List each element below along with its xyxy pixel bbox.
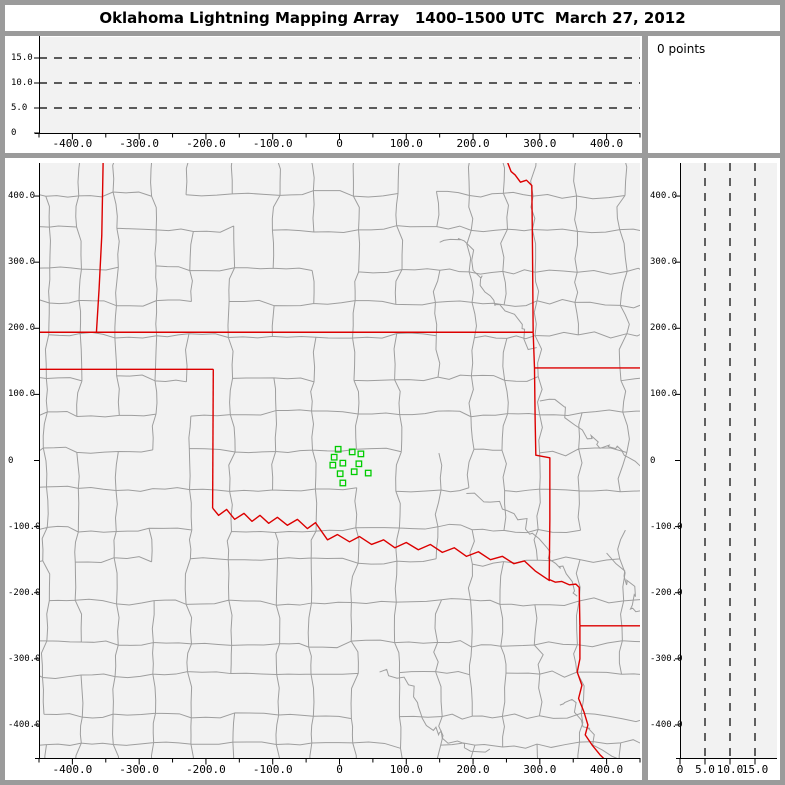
lma-station-marker	[334, 445, 342, 453]
tick-label: 0	[336, 763, 343, 776]
tick-label: 0	[336, 137, 343, 150]
tick-label: -100.0	[253, 137, 293, 150]
plot-background	[680, 163, 777, 758]
state-border-texas-louisiana	[576, 625, 605, 758]
tick-label: 300.0	[8, 257, 36, 268]
tick-label: -100.0	[253, 763, 293, 776]
lma-station-marker	[339, 459, 347, 467]
tick-label: -300.0	[650, 653, 683, 664]
altitude-north-south-panel: 0 5.0 10.0 15.0 400.0 300.0 200.0 100.0 0 -100.0…	[648, 158, 780, 780]
tick-label: -300.0	[119, 763, 159, 776]
tick-label: 100.0	[390, 137, 423, 150]
tick-label: 100.0	[8, 389, 36, 400]
tick-label: -300.0	[8, 653, 41, 664]
lma-station-marker	[336, 470, 344, 478]
tick-label: 10.0	[11, 78, 33, 88]
tick-label: 200.0	[456, 763, 489, 776]
state-border-kansas-missouri	[507, 163, 534, 333]
tick-label: 200.0	[456, 137, 489, 150]
lma-station-marker	[348, 448, 356, 456]
tick-label: -100.0	[8, 521, 41, 532]
tick-label: 100.0	[390, 763, 423, 776]
tick-label: 200.0	[8, 323, 36, 334]
tick-label: -200.0	[186, 763, 226, 776]
tick-label: 300.0	[523, 137, 556, 150]
altitude-north-south-plot[interactable]: 0 5.0 10.015.0	[674, 162, 780, 779]
map-layers	[39, 163, 640, 758]
tick-label: 400.0	[650, 191, 678, 202]
plot-background	[39, 37, 640, 133]
lma-station-marker	[329, 461, 337, 469]
tick-label: 0	[11, 128, 17, 138]
lma-station-marker	[364, 469, 372, 477]
tick-label: 5.0	[695, 763, 715, 776]
altitude-east-west-plot[interactable]: -400.0 -300.0 -200.0 -100.0 0 100.0 200.0 300.0…	[33, 36, 642, 153]
points-count-panel: 0 points	[648, 36, 780, 153]
plan-view-map-plot[interactable]: -400.0 -300.0 -200.0 -100.0 0 100.0 200.0 300.0…	[33, 162, 642, 779]
tick-label: 5.0	[11, 103, 28, 113]
tick-label: -200.0	[186, 137, 226, 150]
rivers	[379, 237, 640, 758]
tick-label: -300.0	[119, 137, 159, 150]
tick-label: 0	[8, 455, 14, 466]
state-border-red-river	[212, 507, 551, 582]
state-border-oklahoma-east	[532, 332, 581, 626]
lma-station-marker	[355, 460, 363, 468]
plan-view-map-panel: -400.0 -300.0 -200.0 -100.0 0 100.0 200.0 300.0…	[5, 158, 642, 780]
tick-label: 400.0	[590, 763, 623, 776]
tick-label: 300.0	[650, 257, 678, 268]
tick-label: -200.0	[650, 587, 683, 598]
points-count-label: 0 points	[657, 42, 706, 56]
tick-label: 15.0	[742, 763, 769, 776]
tick-label: 10.0	[717, 763, 744, 776]
county-boundaries	[39, 163, 640, 758]
tick-label: -400.0	[8, 719, 41, 730]
tick-label: 300.0	[523, 763, 556, 776]
title-bar: Oklahoma Lightning Mapping Array 1400–15…	[5, 5, 780, 31]
tick-label: 400.0	[8, 191, 36, 202]
window-title: Oklahoma Lightning Mapping Array 1400–15…	[99, 9, 686, 27]
altitude-east-west-panel: -400.0 -300.0 -200.0 -100.0 0 100.0 200.0 300.0…	[5, 36, 642, 153]
state-border-colorado-kansas	[95, 163, 104, 333]
state-border-oklahoma-west	[211, 369, 214, 509]
tick-label: 200.0	[650, 323, 678, 334]
lma-station-marker	[330, 453, 338, 461]
tick-label: -200.0	[8, 587, 41, 598]
tick-label: -400.0	[53, 137, 93, 150]
tick-label: 15.0	[11, 53, 33, 63]
tick-label: -100.0	[650, 521, 683, 532]
tick-label: 0	[677, 763, 684, 776]
tick-label: 100.0	[650, 389, 678, 400]
tick-label: 400.0	[590, 137, 623, 150]
tick-label: -400.0	[53, 763, 93, 776]
lma-station-marker	[350, 468, 358, 476]
tick-label: 0	[650, 455, 656, 466]
lma-station-marker	[339, 479, 347, 487]
lma-station-marker	[357, 450, 365, 458]
tick-label: -400.0	[650, 719, 683, 730]
